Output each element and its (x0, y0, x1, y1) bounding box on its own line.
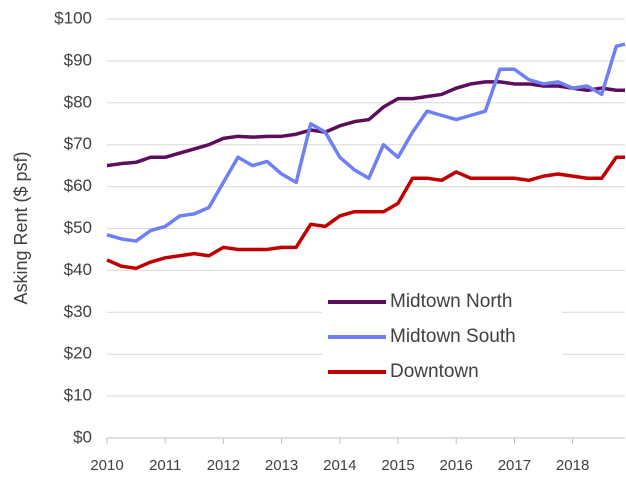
y-tick-label: $30 (64, 302, 92, 321)
series-line (106, 155, 625, 271)
y-tick-label: $90 (64, 50, 92, 69)
x-tick-label: 2013 (265, 457, 298, 474)
y-tick-label: $50 (64, 218, 92, 237)
legend-label: Downtown (390, 361, 479, 382)
x-tick-label: 2011 (149, 457, 181, 474)
y-tick-label: $40 (64, 260, 92, 279)
x-tick-label: 2014 (323, 457, 356, 474)
x-tick-label: 2018 (556, 457, 589, 474)
legend-label: Midtown South (390, 326, 516, 347)
series-line (106, 80, 625, 168)
y-tick-label: $10 (64, 386, 92, 405)
x-tick-label: 2012 (207, 457, 240, 474)
x-tick-label: 2015 (381, 457, 414, 474)
y-tick-label: $60 (64, 176, 92, 195)
series-line (106, 42, 626, 243)
y-tick-label: $80 (64, 92, 92, 111)
y-tick-label: $100 (54, 8, 92, 27)
y-axis-title: Asking Rent ($ psf) (11, 151, 31, 304)
legend-label: Midtown North (390, 291, 513, 312)
x-tick-label: 2017 (498, 457, 531, 474)
y-tick-label: $20 (64, 344, 92, 363)
y-tick-label: $0 (73, 427, 92, 446)
x-tick-label: 2010 (90, 457, 123, 474)
x-tick-label: 2016 (440, 457, 473, 474)
y-tick-label: $70 (64, 134, 92, 153)
